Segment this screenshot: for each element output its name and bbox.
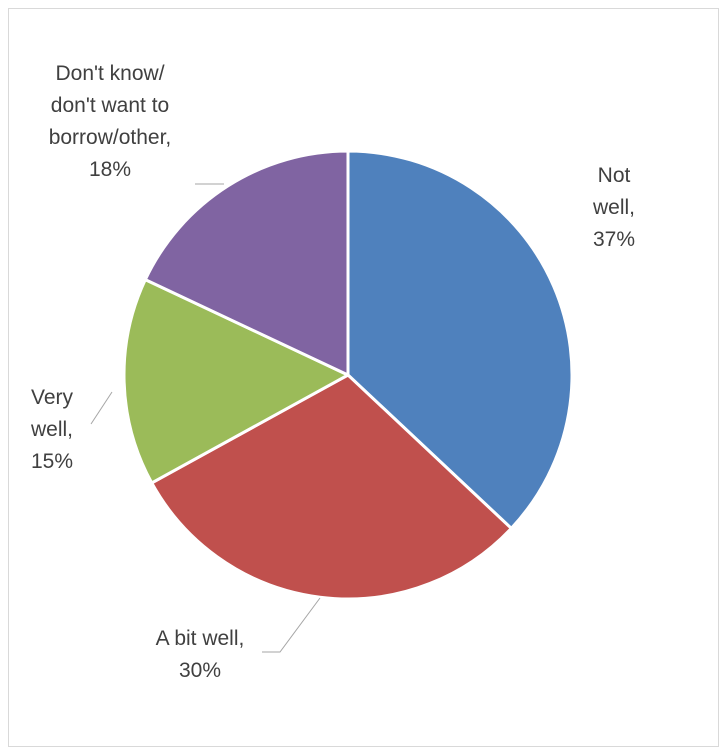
data-label-line: well, — [592, 196, 635, 219]
data-label-line: 37% — [593, 228, 635, 251]
data-label-2: A bit well, 30% — [156, 627, 245, 682]
data-label-line: 15% — [31, 450, 73, 473]
data-label-1: Not well, 37% — [592, 164, 635, 251]
data-label-line: Don't know/ — [55, 62, 164, 85]
leader-line-2 — [262, 597, 321, 653]
data-label-4: Don't know/don't want to borrow/other, 18% — [49, 62, 172, 181]
data-label-line: Not — [598, 164, 631, 187]
pie-slices — [122, 149, 574, 601]
data-label-line: A bit well, — [156, 627, 245, 650]
data-label-line: don't want to — [51, 94, 169, 117]
leader-lines — [90, 183, 321, 653]
data-label-line: well, — [30, 418, 73, 441]
leader-line-3 — [90, 391, 113, 425]
data-label-line: Very — [31, 386, 74, 409]
data-labels: Not well, 37% A bit well, 30% Very well, 15% Don… — [30, 62, 635, 682]
data-label-line: borrow/other, — [49, 126, 172, 149]
pie-slice-4 — [143, 149, 350, 377]
pie-slice-2 — [150, 373, 513, 601]
pie-slice-3 — [122, 278, 350, 485]
data-label-3: Very well, 15% — [30, 386, 74, 473]
data-label-line: 18% — [89, 158, 131, 181]
data-label-line: 30% — [179, 659, 221, 682]
pie-slice-1 — [346, 149, 574, 530]
